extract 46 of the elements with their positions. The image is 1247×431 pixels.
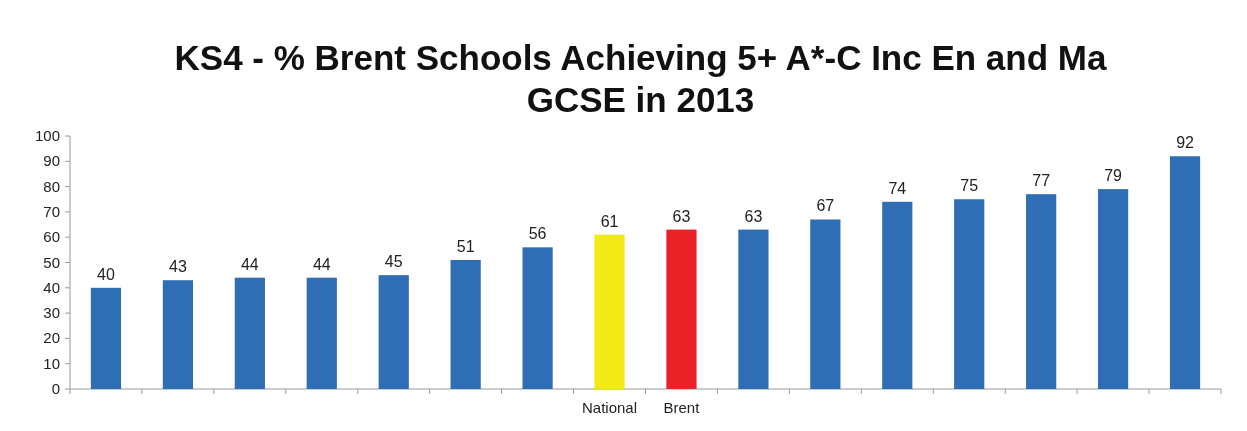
data-label: 40 — [97, 265, 115, 283]
bar — [90, 287, 122, 389]
y-tick-label: 0 — [51, 380, 60, 397]
bar — [1169, 156, 1201, 389]
data-label: 61 — [600, 212, 619, 230]
bar — [234, 277, 265, 389]
y-tick-label: 40 — [43, 278, 60, 296]
x-tick-label: Brent — [663, 399, 701, 416]
data-label: 67 — [816, 197, 835, 215]
y-tick-label: 100 — [34, 127, 60, 144]
y-tick-label: 50 — [43, 253, 60, 271]
bar — [954, 199, 985, 389]
bar — [1026, 194, 1057, 389]
y-tick-label: 30 — [43, 304, 60, 322]
data-label: 75 — [960, 177, 979, 195]
chart-title: KS4 - % Brent Schools Achieving 5+ A*-C Inc En and Ma GCSE in 2013 — [174, 38, 1107, 119]
data-label: 74 — [888, 179, 907, 197]
data-label: 45 — [384, 253, 403, 271]
data-label: 56 — [528, 225, 547, 243]
data-label: 43 — [169, 258, 187, 276]
bar — [522, 247, 553, 389]
data-label: 51 — [456, 237, 475, 255]
bar — [306, 277, 337, 389]
x-tick-label: National — [582, 399, 638, 416]
y-tick-label: 70 — [43, 202, 60, 220]
y-tick-label: 20 — [43, 329, 60, 347]
bar — [450, 259, 481, 389]
data-label: 44 — [240, 255, 259, 273]
bar — [162, 280, 194, 389]
data-label: 63 — [744, 207, 763, 225]
bar — [666, 229, 697, 389]
bar — [810, 219, 841, 389]
y-tick-label: 10 — [43, 354, 60, 372]
bar — [1097, 189, 1129, 389]
bar — [594, 234, 625, 389]
bar — [882, 201, 913, 389]
data-label: 79 — [1104, 167, 1123, 185]
bar — [738, 229, 769, 389]
y-tick-label: 60 — [43, 228, 60, 246]
y-tick-label: 90 — [43, 152, 60, 170]
y-tick-label: 80 — [43, 177, 60, 195]
data-label: 92 — [1176, 134, 1195, 152]
data-label: 77 — [1032, 172, 1051, 190]
data-label: 44 — [312, 255, 331, 273]
bar — [378, 275, 409, 389]
data-label: 63 — [672, 207, 691, 225]
